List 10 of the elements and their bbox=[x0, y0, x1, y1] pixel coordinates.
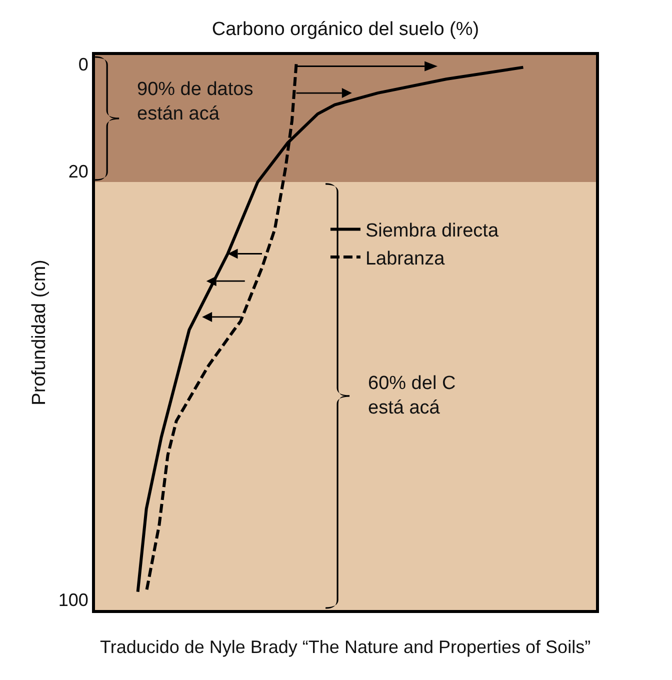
legend-label: Siembra directa bbox=[365, 220, 499, 242]
annotation: 60% del C está acá bbox=[368, 373, 456, 419]
x-axis-title: Carbono orgánico del suelo (%) bbox=[212, 18, 480, 40]
y-tick-label: 100 bbox=[58, 590, 88, 610]
y-tick-label: 20 bbox=[68, 162, 88, 182]
legend-label: Labranza bbox=[365, 248, 446, 270]
y-axis-title: Profundidad (cm) bbox=[29, 260, 50, 406]
y-tick-label: 0 bbox=[78, 54, 88, 74]
text: Traducido de Nyle Brady “The Nature and Properties of Soils” bbox=[100, 637, 591, 657]
annotation: 90% de datos están acá bbox=[137, 79, 254, 125]
